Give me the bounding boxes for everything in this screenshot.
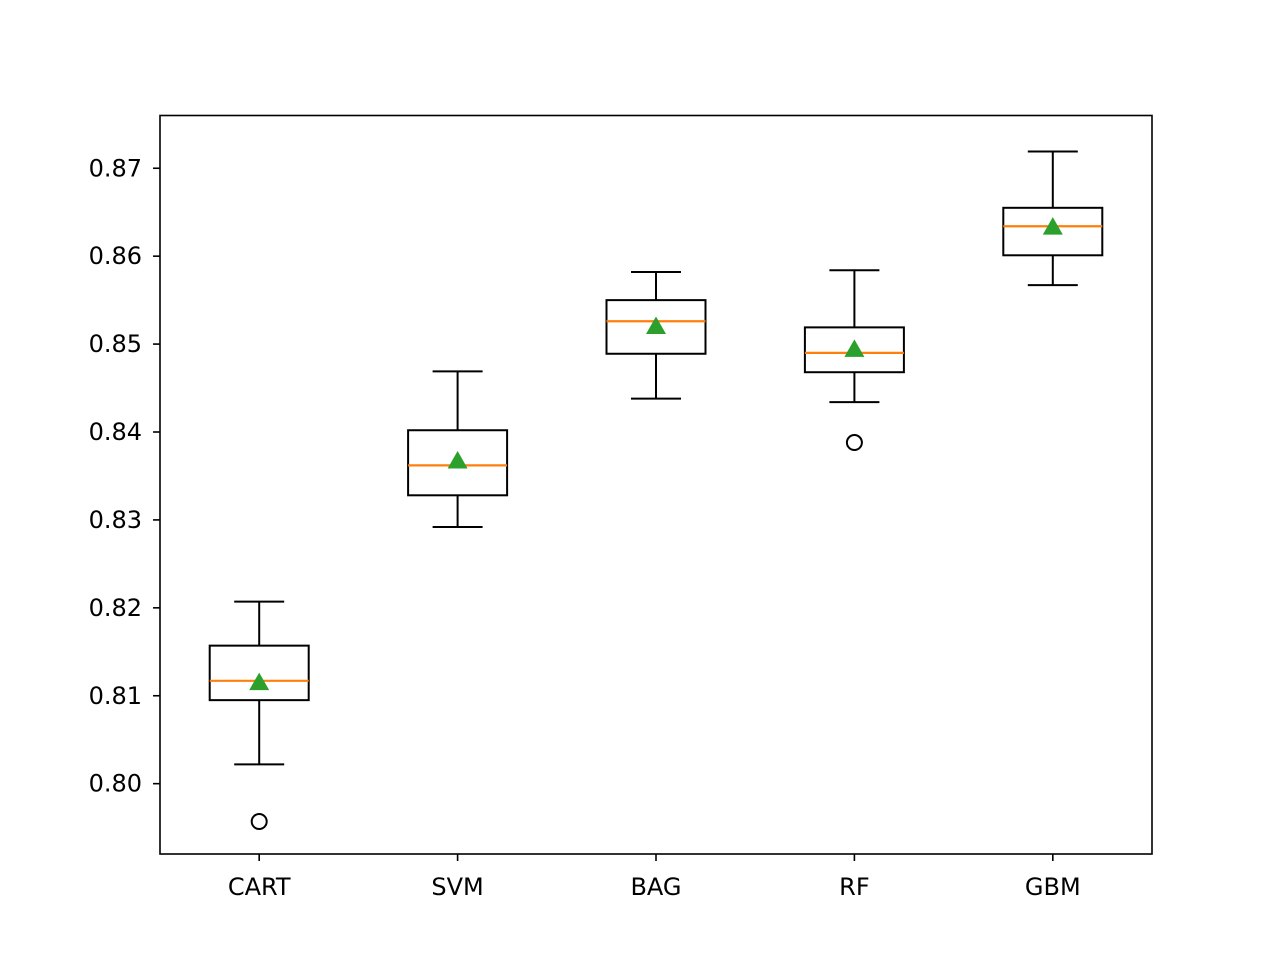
box-group-cart — [208, 600, 310, 830]
y-tick-label: 0.82 — [89, 594, 142, 622]
y-tick-label: 0.84 — [89, 418, 142, 446]
mean-marker — [447, 451, 468, 469]
box-iqr — [605, 299, 707, 355]
box-group-rf — [803, 269, 905, 452]
x-tick-label: BAG — [630, 873, 681, 901]
y-tick-label: 0.80 — [89, 770, 142, 798]
outlier-point — [250, 812, 268, 830]
x-axis: CART SVM BAG RF GBM — [228, 854, 1081, 901]
y-tick-label: 0.86 — [89, 242, 142, 270]
y-axis: 0.80 0.81 0.82 0.83 0.84 0.85 0.86 0.87 — [89, 154, 160, 798]
x-tick-label: RF — [839, 873, 869, 901]
box-iqr — [407, 429, 509, 497]
mean-marker — [249, 672, 270, 691]
box-group-bag — [605, 270, 707, 400]
box-series — [208, 150, 1104, 830]
mean-marker — [844, 339, 865, 357]
box-iqr — [1002, 206, 1104, 257]
y-tick-label: 0.81 — [89, 682, 142, 710]
box-iqr — [208, 644, 310, 702]
box-group-svm — [407, 370, 509, 528]
outlier-point — [845, 434, 863, 452]
box-iqr — [803, 326, 905, 374]
x-tick-label: SVM — [431, 873, 483, 901]
y-tick-label: 0.87 — [89, 154, 142, 182]
box-group-gbm — [1002, 150, 1104, 287]
plot-frame — [159, 114, 1153, 855]
x-tick-label: GBM — [1025, 873, 1081, 901]
mean-marker — [646, 316, 666, 334]
x-tick-label: CART — [228, 873, 291, 901]
y-tick-label: 0.85 — [89, 330, 142, 358]
mean-marker — [1042, 217, 1063, 235]
y-tick-label: 0.83 — [89, 506, 142, 534]
